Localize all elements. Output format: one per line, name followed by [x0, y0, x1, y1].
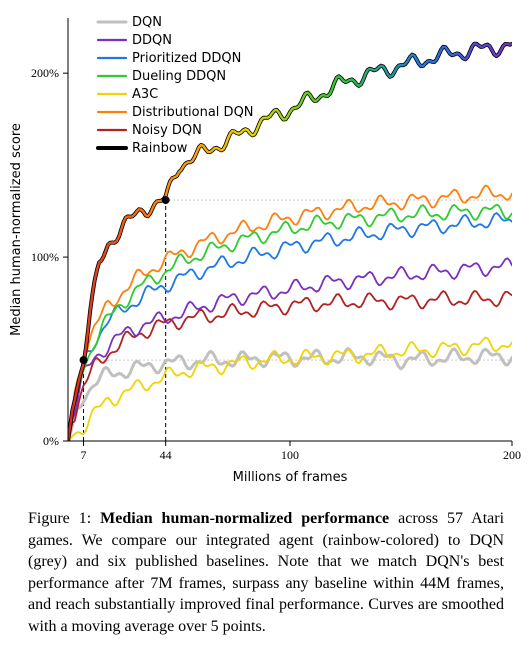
svg-text:Dueling DDQN: Dueling DDQN — [132, 69, 226, 84]
svg-text:Median human-normalized score: Median human-normalized score — [9, 123, 24, 336]
svg-text:Prioritized DDQN: Prioritized DDQN — [132, 51, 241, 66]
caption-title: Median human-normalized performance — [100, 510, 389, 527]
svg-text:DDQN: DDQN — [132, 33, 172, 48]
svg-text:Rainbow: Rainbow — [132, 141, 188, 156]
svg-text:44: 44 — [160, 448, 172, 462]
svg-text:7: 7 — [81, 448, 87, 462]
figure-label: Figure 1: — [28, 510, 91, 527]
svg-text:Noisy DQN: Noisy DQN — [132, 123, 202, 138]
svg-text:100%: 100% — [31, 250, 59, 264]
svg-text:Millions of frames: Millions of frames — [233, 470, 348, 485]
svg-text:200%: 200% — [31, 66, 59, 80]
svg-text:DQN: DQN — [132, 15, 162, 30]
svg-text:A3C: A3C — [132, 87, 158, 102]
performance-chart: 7 44 100 200 0% 100% 200% Millions of frames Med… — [0, 0, 532, 495]
svg-text:100: 100 — [281, 448, 299, 462]
svg-text:0%: 0% — [43, 434, 59, 448]
caption-body: across 57 Atari games. We compare our in… — [28, 510, 504, 635]
svg-text:Distributional DQN: Distributional DQN — [132, 105, 254, 120]
svg-text:200: 200 — [503, 448, 521, 462]
figure-caption: Figure 1: Median human-normalized perfor… — [28, 508, 504, 638]
